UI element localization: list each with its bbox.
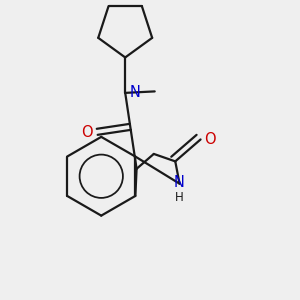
Text: H: H xyxy=(175,191,184,204)
Text: O: O xyxy=(204,132,216,147)
Text: O: O xyxy=(82,124,93,140)
Text: N: N xyxy=(173,175,184,190)
Text: N: N xyxy=(129,85,140,100)
